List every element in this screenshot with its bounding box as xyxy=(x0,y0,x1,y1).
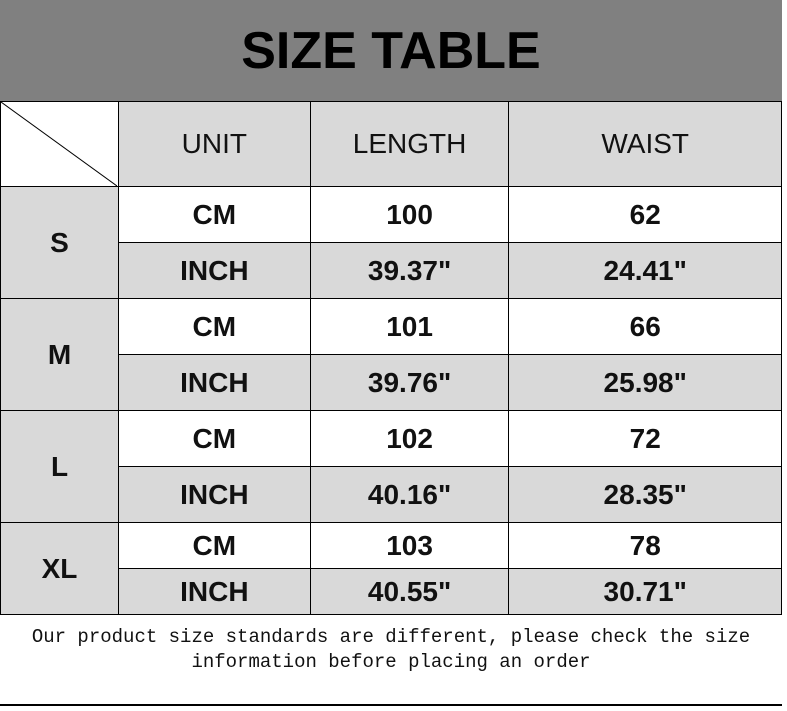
header-unit: UNIT xyxy=(117,101,311,187)
unit-cell: INCH xyxy=(117,354,311,411)
corner-cell xyxy=(0,101,119,187)
table-row: INCH 40.16" 28.35" xyxy=(1,466,782,523)
table-row: INCH 39.76" 25.98" xyxy=(1,354,782,411)
header-waist: WAIST xyxy=(508,101,782,187)
length-cell: 102 xyxy=(309,410,510,467)
header-row: UNIT LENGTH WAIST xyxy=(0,101,782,187)
length-cell: 40.55" xyxy=(309,568,510,615)
unit-cell: INCH xyxy=(117,568,311,615)
unit-cell: INCH xyxy=(117,466,311,523)
size-label: L xyxy=(0,410,119,523)
length-cell: 103 xyxy=(309,522,510,569)
waist-cell: 28.35" xyxy=(508,466,782,523)
size-label: XL xyxy=(0,522,119,615)
diagonal-line xyxy=(1,102,117,186)
unit-cell: CM xyxy=(117,298,311,355)
unit-cell: CM xyxy=(117,410,311,467)
table-row: INCH 40.55" 30.71" xyxy=(1,568,782,615)
waist-cell: 78 xyxy=(508,522,782,569)
waist-cell: 62 xyxy=(508,186,782,243)
length-cell: 101 xyxy=(309,298,510,355)
waist-cell: 30.71" xyxy=(508,568,782,615)
length-cell: 39.76" xyxy=(309,354,510,411)
header-length: LENGTH xyxy=(309,101,510,187)
table-row: L CM 102 72 xyxy=(0,410,782,523)
table-row: XL CM 103 78 xyxy=(0,522,782,615)
unit-cell: CM xyxy=(117,522,311,569)
size-table: UNIT LENGTH WAIST S CM 100 62 INCH 39.37" 24.4… xyxy=(0,101,782,615)
length-cell: 40.16" xyxy=(309,466,510,523)
size-note: Our product size standards are different… xyxy=(0,614,782,706)
unit-cell: INCH xyxy=(117,242,311,299)
table-row: INCH 39.37" 24.41" xyxy=(1,242,782,299)
waist-cell: 24.41" xyxy=(508,242,782,299)
size-label: M xyxy=(0,298,119,411)
page-title: SIZE TABLE xyxy=(0,0,782,101)
length-cell: 100 xyxy=(309,186,510,243)
length-cell: 39.37" xyxy=(309,242,510,299)
table-row: M CM 101 66 xyxy=(0,298,782,411)
waist-cell: 66 xyxy=(508,298,782,355)
waist-cell: 25.98" xyxy=(508,354,782,411)
size-label: S xyxy=(0,186,119,299)
unit-cell: CM xyxy=(117,186,311,243)
table-row: S CM 100 62 xyxy=(0,186,782,299)
waist-cell: 72 xyxy=(508,410,782,467)
